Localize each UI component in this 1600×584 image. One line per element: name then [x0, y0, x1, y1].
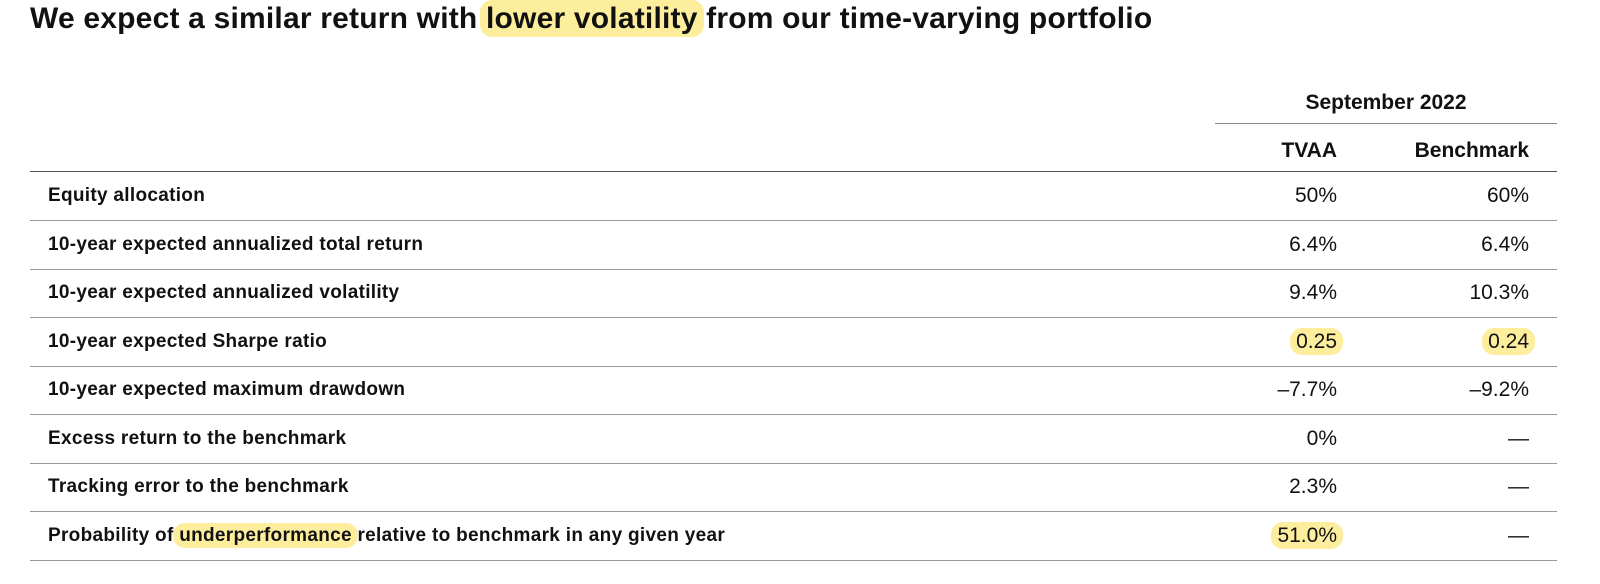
title-text: from our time-varying portfolio — [697, 2, 1153, 35]
table-row: 10-year expected annualized volatility 9… — [30, 269, 1557, 318]
cell: 0% — [1306, 426, 1337, 450]
table-row: Probability of underperformance relative… — [30, 512, 1557, 561]
cell: –7.7% — [1277, 378, 1337, 401]
row-label: Probability of underperformance relative… — [48, 512, 725, 560]
table-row: Equity allocation 50% 60% — [30, 172, 1557, 221]
row-label: 10-year expected Sharpe ratio — [48, 330, 328, 352]
title: We expect a similar return with lower vo… — [30, 0, 1153, 37]
column-header: TVAA — [1281, 139, 1337, 162]
table-row: Excess return to the benchmark 0% — — [30, 415, 1557, 464]
title-text: We expect a similar return with — [30, 2, 486, 35]
label-text: relative to benchmark in any given year — [351, 524, 726, 546]
table-row: 10-year expected Sharpe ratio 0.25 0.24 — [30, 318, 1557, 367]
column-header: Benchmark — [1414, 139, 1529, 162]
cell: 6.4% — [1481, 232, 1529, 256]
cell: 10.3% — [1469, 281, 1529, 304]
cell: 51.0% — [1271, 512, 1343, 560]
cell: 0.25 — [1290, 318, 1343, 366]
header-rule — [30, 171, 1557, 172]
table: September 2022 TVAA Benchmark Equity all… — [30, 0, 1557, 584]
row-label: Excess return to the benchmark — [48, 427, 347, 449]
row-label: 10-year expected maximum drawdown — [48, 379, 406, 400]
label-text: Probability of — [48, 524, 180, 546]
cell: — — [1508, 426, 1529, 450]
title-highlight: lower volatility — [480, 0, 704, 37]
group-header: September 2022 — [1215, 86, 1557, 124]
cell: 60% — [1486, 184, 1529, 207]
row-label: Tracking error to the benchmark — [48, 476, 349, 497]
row-label: 10-year expected annualized volatility — [48, 282, 400, 303]
table-row: 10-year expected maximum drawdown –7.7% … — [30, 366, 1557, 415]
cell-highlight: 51.0% — [1271, 521, 1343, 549]
cell: 50% — [1294, 184, 1337, 207]
cell: 6.4% — [1289, 232, 1337, 256]
cell: — — [1508, 475, 1529, 498]
label-highlight: underperformance — [173, 522, 358, 548]
cell: –9.2% — [1469, 378, 1529, 401]
cell: — — [1508, 523, 1529, 547]
cell: 0.24 — [1482, 318, 1535, 366]
cell: 9.4% — [1289, 281, 1337, 304]
row-label: 10-year expected annualized total return — [48, 233, 424, 255]
cell-highlight: 0.24 — [1482, 327, 1535, 355]
row-label: Equity allocation — [48, 185, 206, 206]
cell-highlight: 0.25 — [1290, 327, 1343, 355]
table-row: 10-year expected annualized total return… — [30, 221, 1557, 270]
cell: 2.3% — [1289, 475, 1337, 498]
table-row: Tracking error to the benchmark 2.3% — — [30, 463, 1557, 512]
